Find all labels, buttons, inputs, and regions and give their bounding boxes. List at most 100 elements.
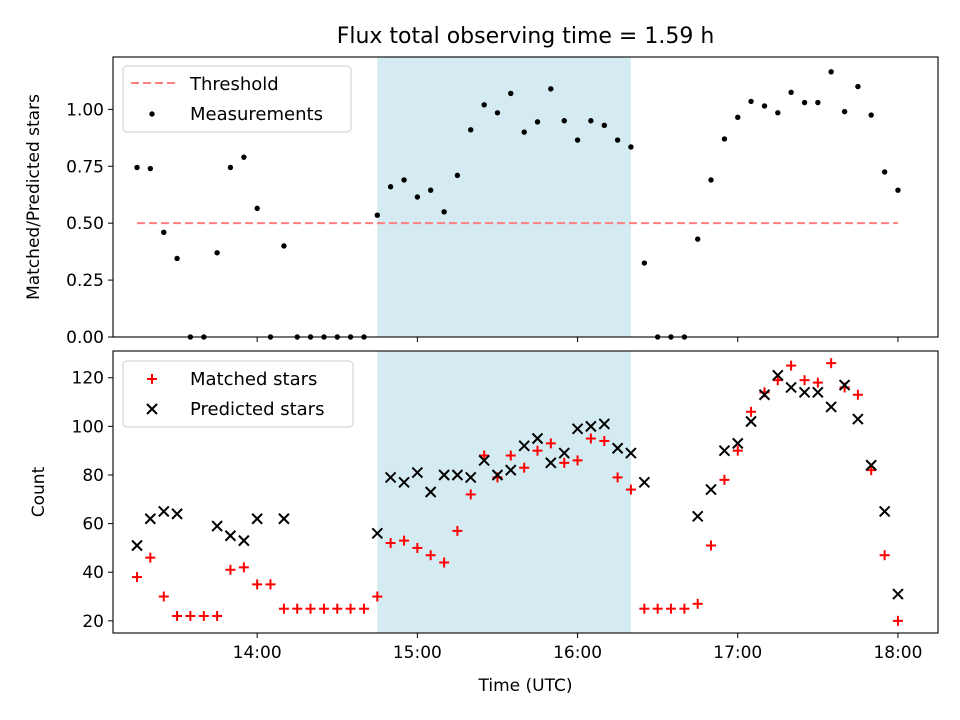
matched-star-point [679, 603, 690, 614]
measurement-point [815, 99, 821, 106]
y-axis-label: Count [29, 466, 49, 517]
measurement-point [161, 229, 167, 235]
y-tick-label: 80 [82, 466, 104, 486]
x-axis-ticks [256, 337, 899, 342]
observing-window-shade [377, 351, 631, 633]
measurement-point [414, 194, 421, 200]
matched-star-point [292, 603, 303, 614]
predicted-star-point [625, 447, 637, 459]
matched-star-point [719, 474, 730, 485]
predicted-star-point [131, 539, 143, 552]
matched-star-point [852, 389, 863, 400]
matched-star-point [572, 455, 583, 466]
measurement-point [374, 212, 381, 218]
measurement-point [801, 99, 808, 106]
matched-star-point [332, 603, 343, 614]
predicted-star-point [838, 379, 851, 391]
y-tick-label: 20 [82, 612, 104, 632]
predicted-star-point [785, 381, 797, 394]
y-tick-label: 1.00 [66, 100, 104, 120]
predicted-star-point [531, 432, 544, 445]
x-tick-label: 14:00 [233, 643, 282, 663]
matched-star-point [866, 465, 877, 476]
matched-star-point [305, 603, 316, 614]
matched-star-point [212, 610, 223, 621]
predicted-star-point [718, 444, 731, 457]
y-tick-label: 40 [82, 563, 104, 583]
predicted-star-point [611, 442, 624, 454]
matched-star-point [786, 360, 797, 371]
matched-star-point [158, 591, 169, 602]
measurement-point [494, 110, 501, 116]
predicted-star-point [878, 505, 891, 518]
measurement-point [601, 122, 608, 128]
predicted-star-point [518, 440, 530, 452]
measurement-point [548, 86, 554, 92]
predicted-star-point [598, 418, 611, 430]
matched-star-point [732, 445, 743, 456]
matched-star-point [425, 550, 436, 561]
predicted-star-point [758, 389, 771, 401]
measurement-point [401, 177, 407, 183]
predicted-star-point [865, 459, 877, 471]
measurement-point [614, 137, 621, 143]
matched-star-point [692, 598, 703, 609]
matched-star-point [519, 462, 530, 473]
matched-star-point [439, 557, 450, 568]
predicted-star-point [491, 469, 504, 481]
measurement-point [708, 177, 714, 183]
measurement-point [695, 236, 701, 242]
matched-star-point [385, 538, 396, 549]
legend-measurements-label: Measurements [190, 104, 323, 125]
matched-star-point [612, 472, 623, 483]
matched-star-point [812, 377, 823, 388]
matched-star-point [225, 564, 236, 575]
legend-predicted-swatch [146, 403, 158, 415]
measurement-point [227, 164, 234, 171]
y-tick-label: 0.75 [66, 157, 104, 177]
measurement-point [788, 89, 794, 95]
measurement-point [387, 184, 394, 190]
matched-star-point [265, 579, 276, 590]
legend: Threshold Measurements [122, 65, 352, 133]
matched-star-point [772, 375, 783, 386]
matched-star-point [252, 579, 263, 590]
measurement-point [174, 255, 180, 262]
y-tick-label: 100 [72, 417, 104, 437]
measurement-point [881, 169, 888, 175]
measurement-point [508, 90, 514, 97]
y-tick-label: 0.25 [66, 271, 104, 291]
measurement-point [521, 129, 527, 135]
measurement-point [628, 144, 634, 150]
measurement-point [828, 69, 834, 75]
legend-matched-label: Matched stars [190, 369, 317, 390]
matched-star-point [599, 435, 610, 446]
predicted-star-point [144, 513, 157, 525]
y-tick-label: 0.00 [66, 328, 104, 348]
predicted-star-point [251, 513, 263, 525]
measurement-point [468, 127, 474, 133]
matched-star-point [545, 438, 556, 449]
predicted-star-point [505, 464, 517, 476]
y-tick-label: 120 [72, 369, 104, 389]
matched-star-point [532, 445, 543, 456]
y-axis-ticks: 20 40 60 80 100 120 [72, 369, 113, 632]
predicted-star-point [371, 527, 384, 540]
predicted-star-point [224, 530, 237, 542]
measurement-point [868, 112, 874, 118]
matched-star-point [278, 603, 289, 614]
plot-frame [112, 350, 939, 634]
matched-star-point [318, 603, 329, 614]
count-panel: 20 40 60 80 100 120 14:00 15:00 16:00 17:00 18:00… [29, 350, 939, 696]
matched-star-point [892, 615, 903, 626]
matched-star-point [585, 433, 596, 444]
measurement-point [735, 114, 741, 121]
measurement-point [241, 154, 247, 160]
predicted-stars-points [131, 369, 904, 600]
predicted-star-point [825, 401, 837, 413]
x-tick-label: 15:00 [393, 643, 442, 663]
predicted-star-point [585, 420, 597, 433]
matched-star-point [145, 552, 156, 563]
predicted-star-point [465, 471, 477, 484]
predicted-star-point [478, 454, 490, 467]
